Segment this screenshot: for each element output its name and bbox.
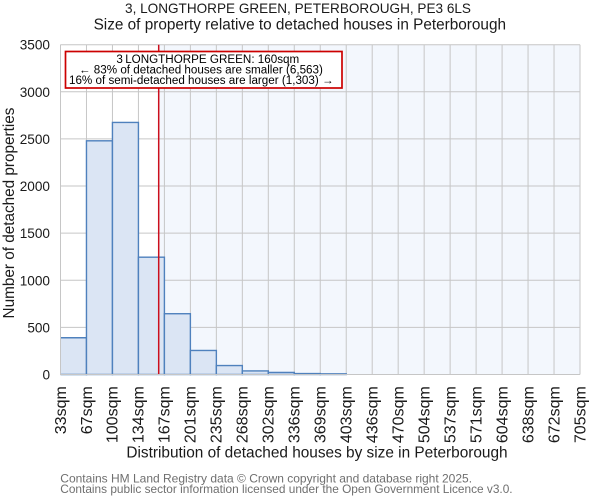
svg-text:1500: 1500 <box>20 226 51 241</box>
svg-text:705sqm: 705sqm <box>572 386 589 443</box>
svg-text:268sqm: 268sqm <box>235 386 252 443</box>
svg-text:3 LONGTHORPE GREEN: 160sqm: 3 LONGTHORPE GREEN: 160sqm <box>116 53 299 66</box>
svg-text:3500: 3500 <box>20 38 51 53</box>
svg-text:33sqm: 33sqm <box>53 386 70 434</box>
svg-text:Distribution of detached house: Distribution of detached houses by size … <box>126 445 507 462</box>
svg-text:403sqm: 403sqm <box>339 386 356 443</box>
svg-text:336sqm: 336sqm <box>287 386 304 443</box>
svg-text:Size of property relative to d: Size of property relative to detached ho… <box>94 16 506 33</box>
svg-text:604sqm: 604sqm <box>494 386 511 443</box>
svg-text:470sqm: 470sqm <box>390 386 407 443</box>
svg-text:672sqm: 672sqm <box>546 386 563 443</box>
svg-text:Contains public sector informa: Contains public sector information licen… <box>60 482 512 496</box>
svg-text:134sqm: 134sqm <box>131 386 148 443</box>
svg-text:167sqm: 167sqm <box>157 386 174 443</box>
svg-text:1000: 1000 <box>20 273 51 288</box>
svg-text:436sqm: 436sqm <box>364 386 381 443</box>
svg-text:16% of semi-detached houses ar: 16% of semi-detached houses are larger (… <box>69 74 334 87</box>
svg-text:504sqm: 504sqm <box>416 386 433 443</box>
svg-text:3, LONGTHORPE GREEN, PETERBORO: 3, LONGTHORPE GREEN, PETERBOROUGH, PE3 6… <box>125 1 471 16</box>
svg-text:67sqm: 67sqm <box>79 386 96 434</box>
svg-text:Number of detached properties: Number of detached properties <box>1 107 18 318</box>
svg-text:369sqm: 369sqm <box>313 386 330 443</box>
svg-text:638sqm: 638sqm <box>520 386 537 443</box>
svg-text:3000: 3000 <box>20 85 51 100</box>
svg-text:Contains HM Land Registry data: Contains HM Land Registry data © Crown c… <box>60 471 472 485</box>
svg-text:100sqm: 100sqm <box>105 386 122 443</box>
svg-text:235sqm: 235sqm <box>209 386 226 443</box>
svg-text:537sqm: 537sqm <box>442 386 459 443</box>
svg-text:2000: 2000 <box>20 179 51 194</box>
svg-text:302sqm: 302sqm <box>261 386 278 443</box>
svg-text:500: 500 <box>27 320 50 335</box>
svg-text:201sqm: 201sqm <box>183 386 200 443</box>
svg-text:2500: 2500 <box>20 132 51 147</box>
svg-text:0: 0 <box>42 368 50 383</box>
svg-text:571sqm: 571sqm <box>468 386 485 443</box>
svg-text:← 83% of detached houses are s: ← 83% of detached houses are smaller (6,… <box>79 63 323 76</box>
